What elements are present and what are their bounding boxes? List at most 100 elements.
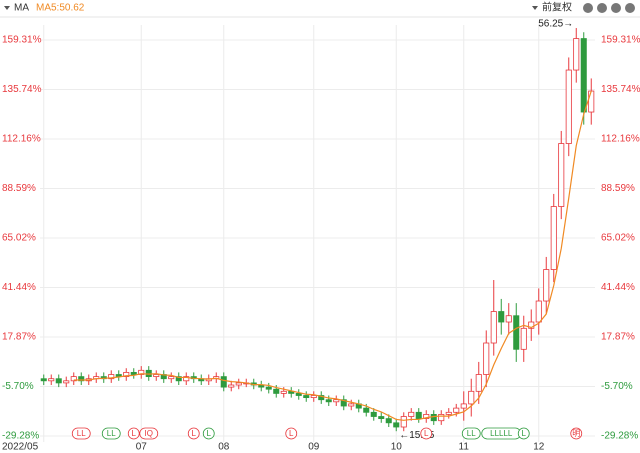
x-tick-label: 11 [459,442,470,453]
candle-body [273,388,280,394]
price-annotation: ←15.95 [399,430,434,441]
candle-body [40,378,47,382]
event-label: LLLLL [490,429,513,438]
x-tick-label: 2022/05 [2,442,39,453]
y-tick-label-right: 135.74% [601,84,640,95]
candle-body [408,411,415,417]
candle-body [400,416,407,428]
y-tick-label-right: 159.31% [601,35,640,46]
indicator-name[interactable]: MA [14,3,29,14]
candle-body [415,411,422,420]
candle-body [333,399,340,403]
y-tick-label: 112.16% [2,134,41,145]
candle-body [528,321,535,329]
y-tick-label: 159.31% [2,35,42,46]
y-tick-label-right: 41.44% [601,282,635,293]
y-tick-label-right: 88.59% [601,183,635,194]
candle-body [588,90,595,113]
x-tick-label: 08 [218,442,230,453]
y-tick-label: 41.44% [2,282,36,293]
y-tick-label: 65.02% [2,233,36,244]
event-badge [570,427,583,440]
candle-body [498,311,505,323]
candle-body [48,378,55,382]
candle-body [505,315,512,323]
event-badge [187,427,200,440]
candle-body [130,372,137,375]
event-label: L [192,429,197,438]
event-badge [285,427,298,440]
candle-body [513,315,520,350]
candle-body [580,38,587,113]
event-badge [420,427,433,440]
event-label: IQ [145,429,153,438]
candle-body [295,393,302,396]
candle-body [108,374,115,380]
candle-body [438,414,445,422]
candle-body [460,403,467,409]
help-icon[interactable] [583,3,593,13]
candle-body [340,399,347,407]
candle-body [550,206,557,270]
x-tick-label: 07 [136,442,148,453]
candle-body [423,414,430,420]
settings-icon[interactable] [625,3,635,13]
collapse-icon[interactable] [4,6,10,10]
candle-body [558,143,565,207]
candle-body [280,390,287,394]
adjust-mode[interactable]: 前复权 [542,1,572,14]
candle-body [430,414,437,422]
candle-body [153,374,160,378]
event-badge [71,427,91,440]
candle-body [168,376,175,380]
candle-body [393,422,400,428]
candle-body [520,327,527,350]
candle-body [265,386,272,390]
candle-body [183,376,190,382]
event-badge [517,427,530,440]
candle-body [475,374,482,392]
adjust-arrow[interactable] [532,6,538,10]
candle-body [565,69,572,144]
candle-body [453,407,460,413]
candle-body [468,390,475,405]
candle-body [175,376,182,382]
event-label: L [207,429,212,438]
candle-body [318,395,325,401]
candle-body [235,382,242,386]
candle-body [370,411,377,417]
candle-body [228,384,235,388]
event-label: L [289,429,294,438]
candle-body [378,416,385,420]
y-tick-label-right: -29.28% [601,431,638,442]
candle-body [325,399,332,403]
candle-body [55,378,62,384]
candle-body [63,380,70,384]
y-tick-label-right: 17.87% [601,332,635,343]
event-label: LL [107,429,116,438]
event-label: L [424,429,429,438]
zoom-out-icon[interactable] [611,3,621,13]
zoom-in-icon[interactable] [597,3,607,13]
event-badge [461,427,481,440]
y-tick-label: 88.59% [2,183,36,194]
candle-body [303,395,310,399]
event-label: L [132,429,137,438]
candle-body [363,407,370,413]
y-tick-label-right: -5.70% [601,381,633,392]
x-tick-label: 09 [308,442,320,453]
candle-body [78,376,85,382]
y-tick-label: -5.70% [2,381,34,392]
candle-body [220,376,227,388]
candle-body [543,269,550,302]
event-label: L [522,429,527,438]
y-tick-label-right: 112.16% [601,134,640,145]
y-tick-label: 135.74% [2,84,42,95]
y-tick-label-right: 65.02% [601,233,635,244]
event-badge [202,427,215,440]
candle-body [483,342,490,375]
x-tick-label: 10 [391,442,403,453]
candle-body [138,369,145,375]
ma5-line [73,90,592,421]
